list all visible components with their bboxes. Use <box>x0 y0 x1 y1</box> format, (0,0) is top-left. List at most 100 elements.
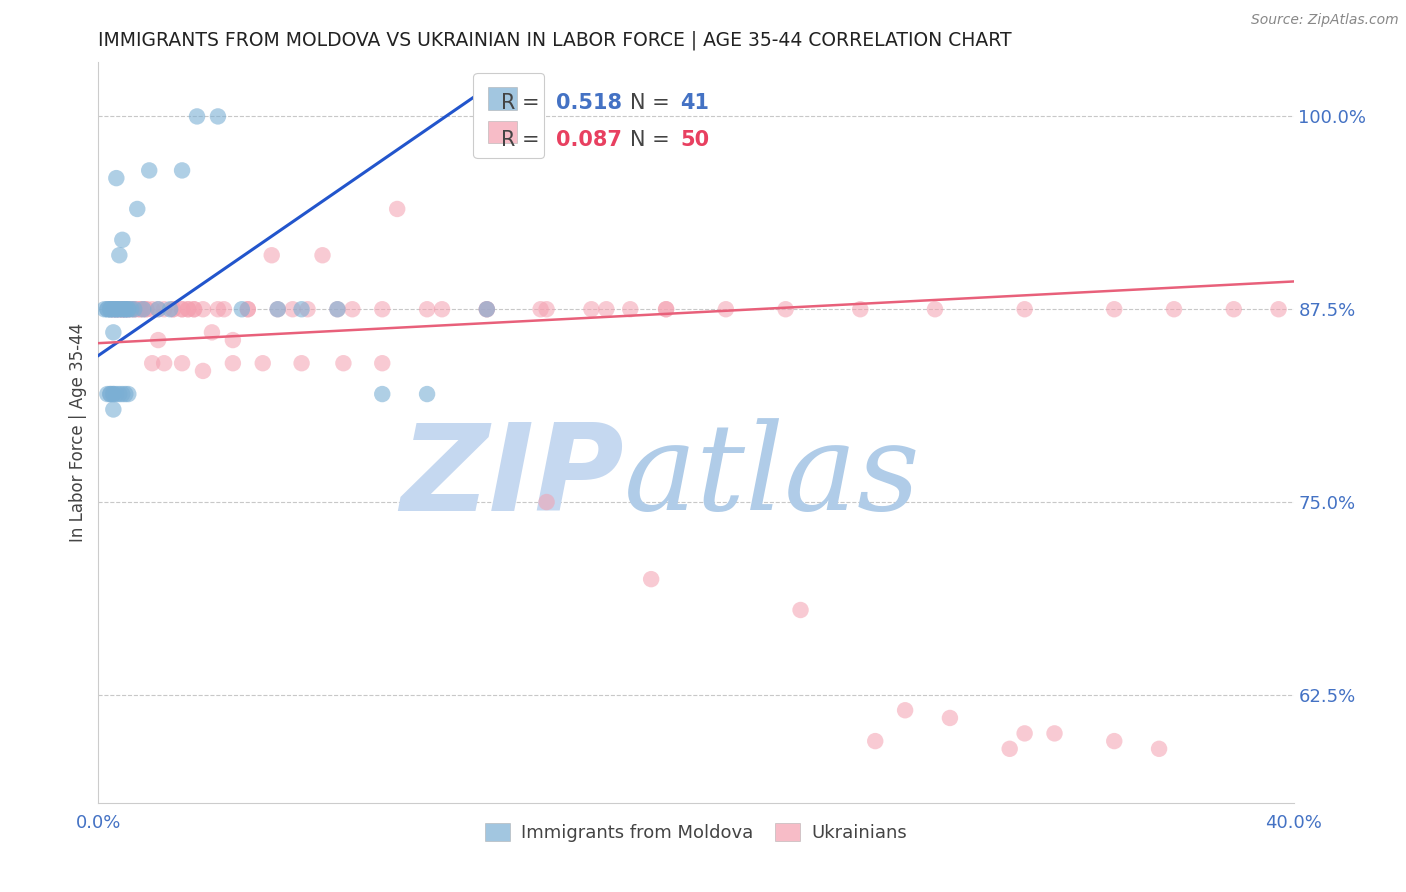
Point <box>117 387 139 401</box>
Point <box>108 302 131 317</box>
Point <box>291 356 314 370</box>
Point <box>252 356 274 370</box>
Point <box>98 302 122 317</box>
Point <box>103 326 125 340</box>
Point <box>117 302 139 317</box>
Point <box>267 302 290 317</box>
Point <box>186 110 208 124</box>
Point <box>105 171 128 186</box>
Point <box>172 163 194 178</box>
Point <box>98 387 122 401</box>
Point <box>595 302 617 317</box>
Point <box>120 302 142 317</box>
Point <box>291 302 314 317</box>
Y-axis label: In Labor Force | Age 35-44: In Labor Force | Age 35-44 <box>69 323 87 542</box>
Point <box>1223 302 1246 317</box>
Text: Source: ZipAtlas.com: Source: ZipAtlas.com <box>1251 13 1399 28</box>
Text: 0.518: 0.518 <box>557 93 621 113</box>
Point <box>1043 726 1066 740</box>
Point <box>108 248 131 262</box>
Point <box>114 302 136 317</box>
Text: 41: 41 <box>681 93 710 113</box>
Point <box>98 302 122 317</box>
Point <box>222 333 245 347</box>
Point <box>894 703 917 717</box>
Point <box>789 603 811 617</box>
Point <box>1014 726 1036 740</box>
Point <box>191 364 214 378</box>
Point <box>114 302 136 317</box>
Point <box>172 302 194 317</box>
Point <box>1104 734 1126 748</box>
Point <box>103 387 125 401</box>
Point <box>385 202 409 216</box>
Point <box>135 302 157 317</box>
Point <box>124 302 146 317</box>
Point <box>111 302 134 317</box>
Point <box>127 202 149 216</box>
Point <box>103 302 125 317</box>
Point <box>536 302 558 317</box>
Point <box>124 302 146 317</box>
Point <box>114 302 136 317</box>
Point <box>135 302 157 317</box>
Point <box>371 356 394 370</box>
Point <box>231 302 253 317</box>
Point <box>172 356 194 370</box>
Point <box>297 302 319 317</box>
Point <box>640 572 662 586</box>
Point <box>326 302 349 317</box>
Point <box>430 302 453 317</box>
Point <box>865 734 887 748</box>
Point <box>114 387 136 401</box>
Point <box>111 233 134 247</box>
Point <box>117 302 139 317</box>
Point <box>416 387 439 401</box>
Point <box>105 302 128 317</box>
Point <box>103 302 125 317</box>
Text: R =: R = <box>501 130 547 150</box>
Point <box>332 356 354 370</box>
Point <box>849 302 872 317</box>
Point <box>105 302 128 317</box>
Point <box>371 387 394 401</box>
Point <box>172 302 194 317</box>
Point <box>207 302 229 317</box>
Point <box>148 333 170 347</box>
Point <box>207 110 229 124</box>
Point <box>475 302 498 317</box>
Point <box>939 711 962 725</box>
Legend: Immigrants from Moldova, Ukrainians: Immigrants from Moldova, Ukrainians <box>478 815 914 849</box>
Point <box>267 302 290 317</box>
Point <box>655 302 678 317</box>
Point <box>162 302 184 317</box>
Text: 0.087: 0.087 <box>557 130 621 150</box>
Point <box>120 302 142 317</box>
Point <box>96 302 118 317</box>
Point <box>93 302 115 317</box>
Point <box>96 387 118 401</box>
Point <box>581 302 603 317</box>
Point <box>108 302 131 317</box>
Text: 50: 50 <box>681 130 710 150</box>
Point <box>98 302 122 317</box>
Text: atlas: atlas <box>624 418 921 536</box>
Point <box>371 302 394 317</box>
Point <box>108 302 131 317</box>
Point <box>177 302 200 317</box>
Point <box>105 302 128 317</box>
Point <box>416 302 439 317</box>
Point <box>162 302 184 317</box>
Point <box>177 302 200 317</box>
Point <box>236 302 259 317</box>
Point <box>775 302 797 317</box>
Point <box>1147 741 1170 756</box>
Point <box>530 302 553 317</box>
Point <box>132 302 155 317</box>
Point <box>98 302 122 317</box>
Point <box>619 302 641 317</box>
Point <box>103 302 125 317</box>
Point <box>342 302 364 317</box>
Point <box>117 302 139 317</box>
Point <box>103 302 125 317</box>
